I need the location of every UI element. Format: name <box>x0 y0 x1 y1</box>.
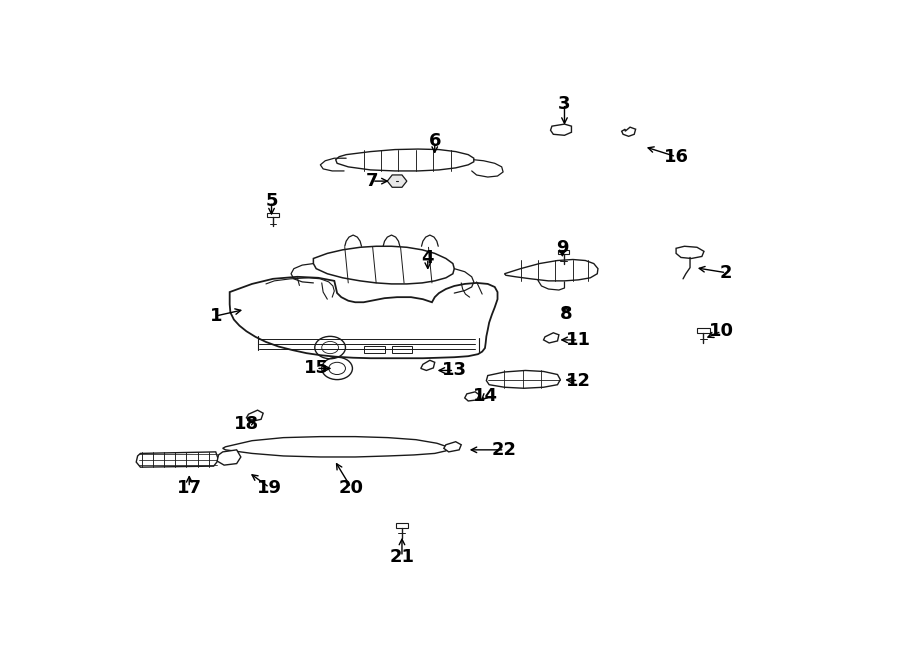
Polygon shape <box>222 437 447 457</box>
Text: 15: 15 <box>303 360 328 377</box>
Text: 13: 13 <box>442 362 467 379</box>
Polygon shape <box>136 452 219 467</box>
Polygon shape <box>421 360 435 370</box>
Text: 7: 7 <box>365 172 378 190</box>
Text: 19: 19 <box>256 479 282 496</box>
Text: 8: 8 <box>560 305 572 323</box>
Polygon shape <box>230 277 498 358</box>
Polygon shape <box>387 175 407 187</box>
Text: 12: 12 <box>566 371 591 389</box>
Polygon shape <box>557 250 570 254</box>
Polygon shape <box>217 450 241 465</box>
Polygon shape <box>336 149 473 171</box>
Text: 2: 2 <box>720 264 733 282</box>
Text: 9: 9 <box>556 239 569 257</box>
Text: 21: 21 <box>390 548 415 566</box>
Text: 20: 20 <box>338 479 364 496</box>
Text: 17: 17 <box>176 479 202 496</box>
Polygon shape <box>396 523 409 528</box>
Text: 4: 4 <box>421 249 434 268</box>
Polygon shape <box>247 410 263 421</box>
Polygon shape <box>676 247 704 258</box>
Polygon shape <box>505 260 598 281</box>
Polygon shape <box>464 392 480 401</box>
Text: 11: 11 <box>566 331 591 349</box>
Polygon shape <box>697 328 709 332</box>
Text: 10: 10 <box>709 323 734 340</box>
Text: 1: 1 <box>210 307 222 325</box>
Polygon shape <box>444 442 461 452</box>
Text: 6: 6 <box>428 132 441 151</box>
Text: 3: 3 <box>558 95 571 113</box>
Polygon shape <box>622 127 635 136</box>
Polygon shape <box>313 247 454 284</box>
Polygon shape <box>544 332 559 343</box>
Text: 18: 18 <box>234 415 259 434</box>
Text: 14: 14 <box>473 387 499 405</box>
Polygon shape <box>486 370 561 388</box>
Polygon shape <box>267 213 278 217</box>
Text: 5: 5 <box>266 192 278 210</box>
Polygon shape <box>551 124 572 136</box>
Text: 16: 16 <box>663 147 688 166</box>
Text: 22: 22 <box>492 441 517 459</box>
